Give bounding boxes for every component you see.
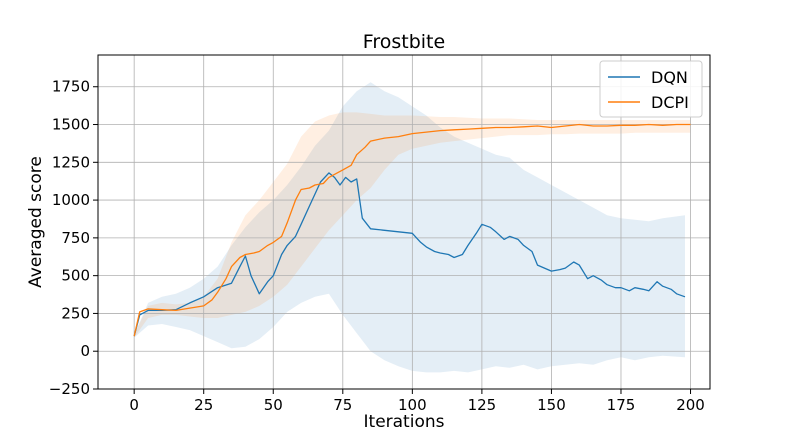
x-tick-label: 150 [537, 396, 566, 414]
x-tick-label: 25 [194, 396, 213, 414]
x-tick-label: 75 [333, 396, 352, 414]
series-line-dcpi [133, 123, 691, 337]
series-line-dqn [133, 172, 686, 337]
x-tick-label: 200 [676, 396, 705, 414]
y-tick-label: 1250 [52, 153, 90, 171]
x-axis-label: Iterations [364, 412, 445, 432]
y-tick-label: 1750 [52, 78, 90, 96]
y-tick-label: 250 [61, 304, 90, 322]
plot-frame [97, 54, 711, 390]
x-tick-label: 175 [607, 396, 636, 414]
x-tick-label: 50 [264, 396, 283, 414]
y-tick-label: 1000 [52, 191, 90, 209]
band-dqn [134, 82, 685, 373]
y-axis-label: Averaged score [26, 156, 46, 288]
y-tick-label: 0 [80, 342, 90, 360]
legend-label-dqn: DQN [651, 68, 688, 87]
ticks: 0 25 50 75 100 125 150 175 200 −250 0 250 500 750 1000… [49, 78, 705, 414]
y-tick-label: 1500 [52, 116, 90, 134]
x-tick-label: 0 [129, 396, 139, 414]
legend: DQN DCPI [599, 60, 703, 118]
y-tick-label: 750 [61, 229, 90, 247]
series-lines [133, 123, 691, 337]
x-tick-label: 125 [468, 396, 497, 414]
y-tick-label: −250 [49, 380, 90, 398]
y-tick-label: 500 [61, 267, 90, 285]
legend-box [599, 60, 703, 118]
x-tick-label: 100 [398, 396, 427, 414]
legend-label-dcpi: DCPI [651, 93, 689, 112]
chart-title: Frostbite [363, 31, 445, 53]
